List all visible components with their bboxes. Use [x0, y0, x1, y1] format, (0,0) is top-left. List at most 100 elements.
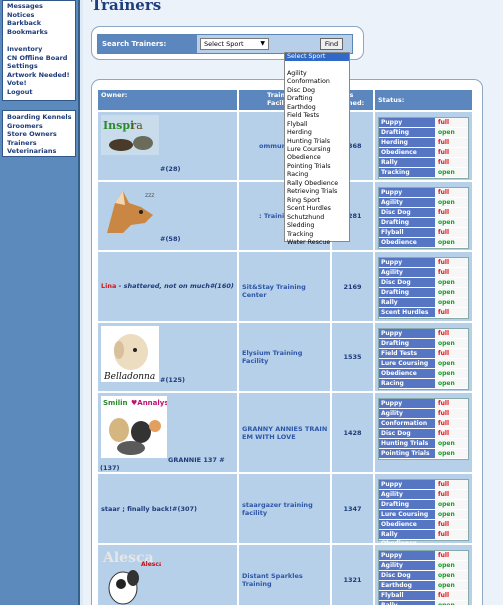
nav-link-boarding-kennels[interactable]: Boarding Kennels — [7, 113, 72, 121]
sport-option[interactable]: Tracking — [287, 230, 314, 238]
status-value: open — [435, 561, 468, 570]
status-value: full — [435, 308, 468, 317]
sport-option[interactable]: Water Rescue — [287, 238, 331, 246]
sport-option[interactable]: Retrieving Trials — [287, 188, 338, 196]
sport-option[interactable]: Hunting Trials — [287, 137, 331, 145]
sport-option[interactable]: Sledding — [287, 222, 315, 230]
status-list: Puppy full Agility open Disc Dog open Earthdog… — [378, 550, 469, 605]
status-row: Obedience full — [379, 148, 468, 158]
status-value: full — [435, 188, 468, 197]
nav-link-veterinarians[interactable]: Veterinarians — [7, 147, 57, 156]
table-row-status-cell: Puppy full Agility open Disc Dog full Drafting… — [375, 182, 472, 250]
svg-text:♥Annalys: ♥Annalys — [131, 399, 167, 407]
sport-option[interactable]: Disc Dog — [287, 86, 316, 94]
sport-option[interactable]: Ring Sport — [287, 196, 321, 204]
sport-option[interactable]: Field Tests — [287, 112, 320, 120]
status-row: Conformation full — [379, 419, 468, 429]
nav-link-inventory[interactable]: Inventory — [7, 44, 43, 53]
sport-option[interactable]: Lure Coursing — [287, 145, 331, 153]
nav-link-store-owners[interactable]: Store Owners — [7, 130, 57, 139]
status-value: full — [435, 268, 468, 277]
facility-link[interactable]: staargazer training facility — [242, 500, 313, 517]
status-row: Pointing Trials open — [379, 449, 468, 459]
status-value: open — [435, 510, 468, 519]
table-row-status-cell: Puppy full Agility open Disc Dog open Earthdog… — [375, 545, 472, 605]
nav-link-messages[interactable]: Messages — [7, 2, 43, 10]
nav-link-bookmarks[interactable]: Bookmarks — [7, 27, 48, 36]
status-sport: Agility — [379, 198, 435, 207]
header-status: Status: — [375, 90, 472, 110]
sport-option[interactable]: Select Sport — [285, 53, 349, 62]
owner-name-main[interactable]: Lina — [101, 281, 117, 290]
status-sport: Conformation — [379, 419, 435, 428]
dog-avatar[interactable]: Belladonna — [101, 326, 159, 382]
sport-dropdown-list[interactable]: Select Sport Agility Conformation Disc Dog… — [284, 52, 350, 246]
status-row: Obedience open — [379, 238, 468, 248]
owner-name[interactable]: #(58) — [160, 235, 181, 243]
sport-option[interactable]: Pointing Trials — [287, 162, 331, 170]
status-row: Disc Dog full — [379, 429, 468, 439]
sport-option[interactable]: Obedience — [287, 154, 321, 162]
owner-name[interactable]: #(28) — [160, 165, 181, 173]
nav-link-notices[interactable]: Notices — [7, 10, 35, 19]
sport-option[interactable]: Earthdog — [287, 103, 316, 111]
nav-link-logout[interactable]: Logout — [7, 87, 33, 96]
status-sport: Obedience — [379, 238, 435, 247]
owner-name[interactable]: staar ; finally back!#(307) — [101, 504, 198, 513]
nav-link-trainers[interactable]: Trainers — [7, 138, 37, 147]
status-row: Agility full — [379, 409, 468, 419]
sport-option[interactable]: Herding — [287, 129, 312, 137]
nav-link-barkback[interactable]: Barkback — [7, 19, 42, 28]
status-sport: Rally Obedience — [379, 298, 435, 315]
status-row: Hunting Trials open — [379, 439, 468, 449]
owner-name[interactable]: GRANNIE 137 # — [168, 456, 225, 464]
dog-avatar[interactable]: Inspi ra — [101, 115, 159, 171]
nav-link-settings[interactable]: Settings — [7, 62, 38, 71]
status-row: Tracking open — [379, 168, 468, 178]
sport-option[interactable]: Racing — [287, 171, 309, 179]
status-row: Puppy full — [379, 118, 468, 128]
status-value: full — [435, 530, 468, 539]
sport-option[interactable]: Drafting — [287, 95, 313, 103]
sport-option[interactable]: Agility — [287, 69, 307, 77]
nav-link-groomers[interactable]: Groomers — [7, 121, 43, 130]
dog-avatar[interactable]: Smilin ♥Annalys — [101, 396, 169, 463]
status-row: Lure Coursing open — [379, 359, 468, 369]
nav-link-vote-[interactable]: Vote! — [7, 79, 27, 88]
find-button[interactable]: Find — [320, 38, 343, 50]
nav-link-artwork-needed-[interactable]: Artwork Needed! — [7, 70, 70, 79]
facility-link[interactable]: Distant Sparkles Training — [242, 572, 303, 588]
sport-option[interactable]: Flyball — [287, 120, 308, 128]
owner-name[interactable]: #(125) — [160, 376, 185, 384]
status-sport: Puppy — [379, 551, 435, 560]
facility-link[interactable]: GRANNY ANNIES TRAIN EM WITH LOVE — [242, 424, 328, 441]
status-row: Field Tests full — [379, 349, 468, 359]
facility-link[interactable]: Elysium Training Facility — [242, 349, 303, 365]
dog-avatar[interactable]: Alesca Alesca — [101, 548, 163, 605]
sport-select[interactable]: Select Sport ▼ — [200, 38, 269, 50]
status-sport: Obedience — [379, 148, 435, 157]
status-row: Agility full — [379, 268, 468, 278]
sport-option[interactable]: Scent Hurdles — [287, 205, 331, 213]
status-row: Puppy full — [379, 329, 468, 339]
sport-option[interactable]: Conformation — [287, 78, 330, 86]
sport-option[interactable]: Schutzhund — [287, 213, 325, 221]
status-value: open — [435, 359, 468, 368]
status-row: Puppy full — [379, 480, 468, 490]
status-value: open — [435, 449, 468, 458]
status-sport: Hunting Trials — [379, 439, 435, 448]
svg-text:Inspi: Inspi — [103, 119, 134, 132]
table-row-status-cell: Puppy full Agility full Disc Dog open Drafting… — [375, 252, 472, 321]
facility-link[interactable]: Sit&Stay Training Center — [242, 282, 306, 299]
sport-option[interactable]: Rally Obedience — [287, 179, 339, 187]
status-value: full — [435, 158, 468, 167]
owner-signature-art: Alesca — [98, 545, 99, 546]
nav-link-cn-offline-board[interactable]: CN Offline Board — [7, 53, 68, 62]
dog-avatar[interactable]: zzz — [101, 185, 159, 241]
status-sport: Drafting — [379, 218, 435, 227]
owner-name[interactable]: Lina - shattered, not on much#(160) — [101, 282, 234, 290]
sport-option[interactable] — [285, 61, 349, 69]
dogs-trained-count: 2368 — [343, 142, 362, 150]
